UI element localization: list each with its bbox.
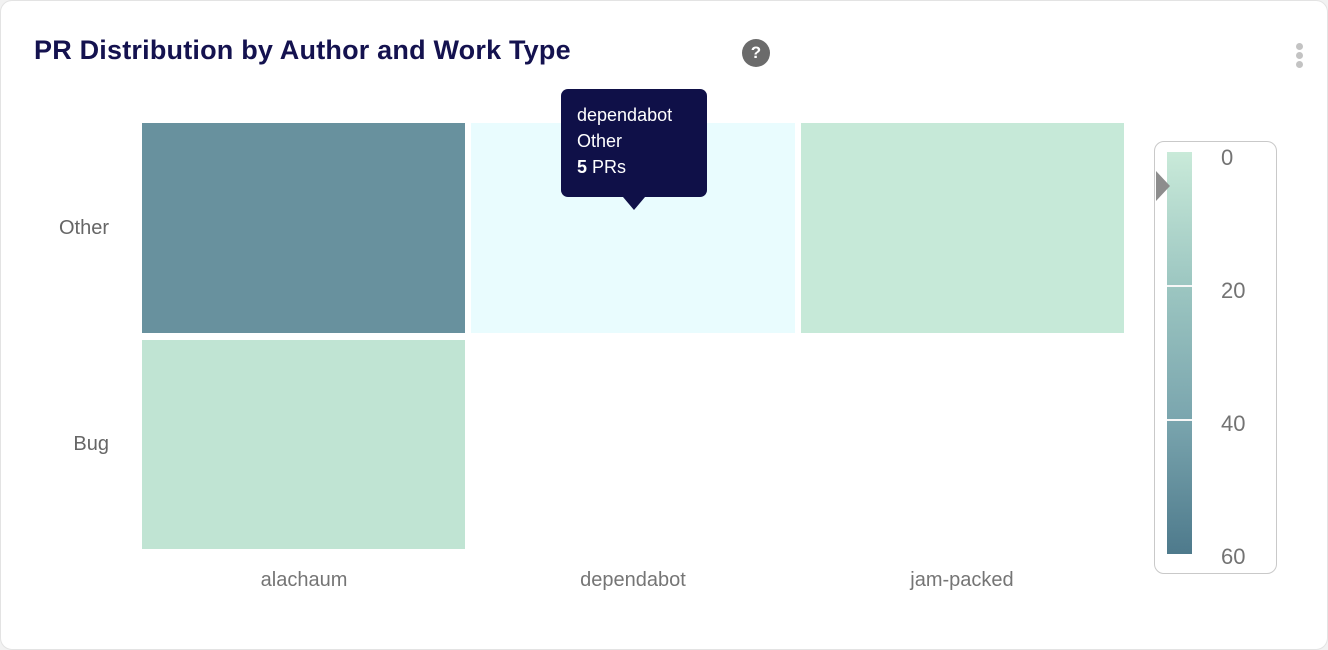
legend-tick-label-60: 60	[1221, 544, 1246, 569]
heatmap-grid	[142, 123, 1124, 549]
help-icon[interactable]: ?	[742, 39, 770, 67]
x-axis-label-dependabot: dependabot	[580, 569, 686, 591]
tooltip-work-type: Other	[577, 131, 623, 151]
legend-tick-label-0: 0	[1221, 145, 1234, 170]
tooltip: dependabot Other 5 PRs	[561, 89, 707, 210]
x-axis-label-alachaum: alachaum	[260, 569, 348, 591]
kebab-dot	[1296, 61, 1303, 68]
tooltip-value: 5	[577, 157, 588, 177]
heatmap-cell-jam-packed-other[interactable]	[800, 123, 1124, 333]
y-axis-label-other: Other	[58, 216, 109, 239]
legend-gradient-bar	[1167, 152, 1192, 554]
kebab-menu-icon[interactable]	[1294, 41, 1305, 70]
heatmap-cell-alachaum-other[interactable]	[142, 123, 466, 333]
y-axis-label-bug: Bug	[73, 433, 109, 455]
tooltip-unit: PRs	[587, 157, 627, 177]
kebab-dot	[1296, 43, 1303, 50]
heatmap-cell-alachaum-bug[interactable]	[142, 339, 466, 549]
kebab-dot	[1296, 52, 1303, 59]
legend-tick-label-20: 20	[1221, 278, 1246, 303]
x-axis-label-jam-packed: jam-packed	[910, 569, 1014, 591]
tooltip-author: dependabot	[577, 105, 673, 125]
legend-pointer-icon	[1156, 170, 1170, 201]
legend-tick-label-40: 40	[1221, 411, 1246, 436]
page-title: PR Distribution by Author and Work Type	[34, 35, 571, 65]
tooltip-arrow-icon	[623, 197, 645, 210]
help-icon-glyph: ?	[750, 43, 762, 62]
color-scale-legend: 0 20 40 60	[1154, 141, 1277, 574]
tooltip-value-line: 5 PRs	[577, 154, 693, 180]
legend-tick-line	[1167, 419, 1192, 421]
legend-tick-line	[1167, 285, 1192, 287]
